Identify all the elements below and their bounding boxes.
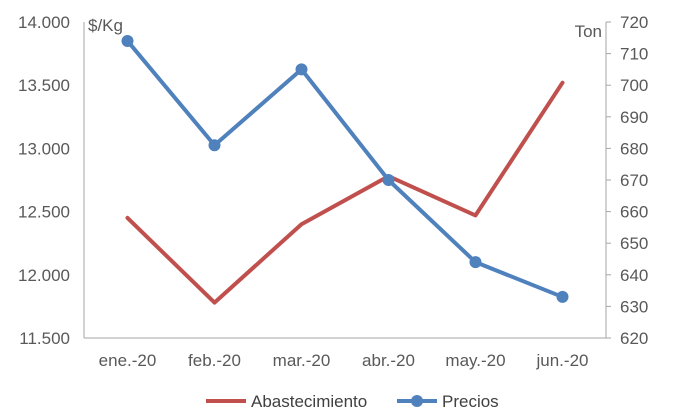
legend: Abastecimiento Precios: [206, 392, 499, 411]
right-tick-label: 720: [620, 13, 648, 32]
right-tick-label: 670: [620, 171, 648, 190]
series-layer: [121, 34, 569, 305]
x-tick-label: feb.-20: [188, 351, 241, 370]
left-tick-label: 14.000: [18, 13, 70, 32]
x-axis-ticks: ene.-20 feb.-20 mar.-20 abr.-20 may.-20 jun.-…: [99, 351, 589, 370]
left-axis-unit-label: $/Kg: [88, 16, 123, 35]
series-line-precios: [125, 38, 565, 299]
right-axis-ticks: 620 630 640 650 660 670 680 690 700 710 720: [606, 13, 648, 348]
data-point-precios: [208, 139, 221, 152]
right-tick-label: 680: [620, 139, 648, 158]
right-tick-label: 700: [620, 76, 648, 95]
legend-label-abastecimiento: Abastecimiento: [251, 392, 367, 411]
left-tick-label: 13.000: [18, 139, 70, 158]
right-tick-label: 710: [620, 45, 648, 64]
legend-marker-precios: [411, 395, 423, 407]
x-tick-label: may.-20: [445, 351, 505, 370]
data-point-precios: [469, 256, 482, 269]
left-axis-ticks: 11.500 12.000 12.500 13.000 13.500 14.000: [18, 13, 70, 348]
series-line-abastecimiento: [125, 80, 565, 305]
legend-label-precios: Precios: [442, 392, 499, 411]
data-point-precios: [382, 174, 395, 186]
right-tick-label: 660: [620, 203, 648, 222]
right-tick-label: 630: [620, 297, 648, 316]
left-tick-label: 12.500: [18, 203, 70, 222]
right-tick-label: 650: [620, 234, 648, 253]
right-tick-label: 620: [620, 329, 648, 348]
data-point-precios: [121, 34, 134, 47]
x-tick-label: mar.-20: [273, 351, 331, 370]
data-point-precios: [295, 63, 308, 76]
x-tick-label: jun.-20: [536, 351, 589, 370]
x-tick-label: ene.-20: [99, 351, 157, 370]
left-tick-label: 12.000: [18, 266, 70, 285]
right-tick-label: 640: [620, 266, 648, 285]
right-tick-label: 690: [620, 108, 648, 127]
left-tick-label: 11.500: [19, 329, 70, 348]
left-tick-label: 13.500: [18, 76, 70, 95]
right-axis-unit-label: Ton: [575, 22, 602, 41]
data-point-precios: [556, 290, 569, 303]
axes: [83, 22, 607, 339]
x-tick-label: abr.-20: [362, 351, 415, 370]
